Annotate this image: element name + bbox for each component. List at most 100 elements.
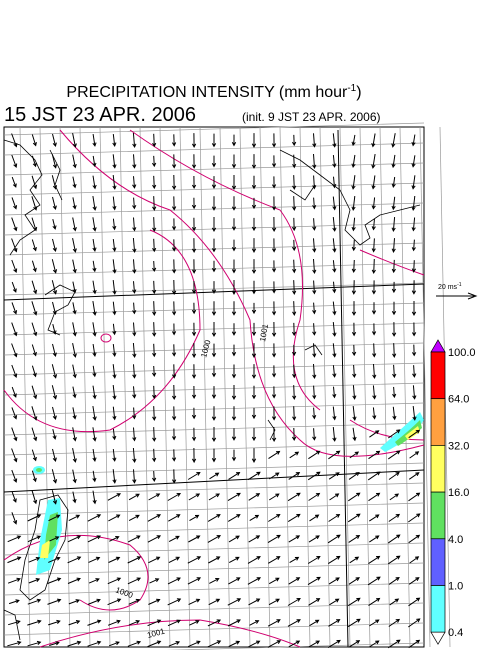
colorbar-segment	[430, 538, 446, 586]
wind-arrow	[231, 301, 237, 316]
wind-arrow	[132, 176, 137, 189]
colorbar-label: 4.0	[448, 534, 463, 546]
wind-arrow	[352, 427, 357, 442]
wind-arrow	[191, 364, 197, 379]
wind-arrow	[289, 451, 300, 459]
wind-arrow	[72, 469, 77, 484]
wind-arrow	[31, 134, 37, 147]
wind-arrow	[112, 196, 117, 211]
wind-arrow	[391, 281, 397, 294]
wind-scale-arrow	[436, 292, 478, 300]
wind-arrow	[187, 471, 201, 480]
wind-arrow	[171, 344, 177, 357]
wind-arrow	[27, 514, 42, 522]
wind-arrow	[11, 176, 17, 188]
wind-arrow	[387, 639, 401, 649]
wind-arrow	[128, 493, 140, 501]
wind-arrow	[51, 154, 58, 169]
wind-arrow	[228, 640, 241, 647]
wind-arrow	[388, 534, 401, 544]
wind-arrow	[231, 385, 237, 401]
wind-arrow	[292, 280, 297, 295]
grid-line	[239, 126, 251, 648]
wind-arrow	[147, 619, 162, 627]
wind-arrow	[312, 280, 317, 295]
wind-arrow	[312, 343, 317, 358]
wind-arrow	[332, 365, 337, 378]
wind-arrow	[271, 321, 277, 338]
wind-arrow	[371, 154, 376, 169]
wind-arrow	[289, 556, 300, 564]
wind-arrow	[152, 427, 157, 442]
wind-arrow	[52, 428, 57, 440]
wind-arrow	[211, 155, 217, 168]
grid-line	[259, 126, 271, 648]
wind-arrow	[292, 406, 297, 421]
wind-arrow	[391, 133, 396, 148]
wind-arrow	[227, 514, 241, 522]
wind-arrow	[351, 196, 356, 211]
wind-arrow	[332, 260, 337, 273]
grid-line	[419, 126, 431, 648]
precip-area	[380, 412, 424, 452]
wind-arrow	[308, 598, 321, 606]
wind-arrow	[328, 555, 341, 565]
wind-arrow	[67, 556, 82, 564]
wind-arrow	[292, 154, 297, 169]
wind-arrow	[171, 323, 177, 336]
wind-arrow	[48, 514, 61, 522]
wind-arrow	[292, 196, 297, 211]
wind-arrow	[291, 322, 297, 337]
wind-arrow	[171, 301, 177, 316]
wind-arrow	[312, 302, 317, 315]
wind-arrow	[152, 385, 157, 400]
domain-line	[337, 129, 349, 648]
wind-arrow	[11, 407, 18, 420]
colorbar-segment	[430, 398, 446, 446]
wind-scale-superscript: -1	[457, 282, 462, 288]
wind-arrow	[152, 301, 157, 316]
wind-arrow	[31, 217, 38, 232]
wind-arrow	[371, 197, 376, 210]
wind-arrow	[208, 556, 221, 564]
grid-line	[166, 642, 425, 650]
precip-area	[405, 426, 420, 440]
wind-arrow	[187, 577, 202, 585]
wind-arrow	[292, 364, 297, 379]
wind-arrow	[309, 514, 320, 522]
grid-line	[3, 602, 425, 616]
wind-arrow	[411, 134, 416, 147]
wind-arrow	[11, 197, 18, 210]
wind-arrow	[207, 640, 222, 648]
wind-arrow	[288, 535, 301, 543]
wind-arrow	[152, 280, 157, 295]
wind-arrow	[367, 576, 381, 586]
wind-arrow	[248, 535, 261, 543]
wind-arrow	[271, 155, 277, 168]
wind-arrow	[149, 578, 160, 584]
wind-arrow	[312, 258, 317, 275]
wind-arrow	[251, 154, 257, 169]
valid-time: 15 JST 23 APR. 2006	[4, 104, 196, 126]
wind-arrow	[171, 406, 177, 421]
wind-arrow	[112, 385, 117, 400]
wind-arrow	[328, 450, 341, 460]
wind-arrow	[391, 176, 396, 189]
wind-arrow	[369, 514, 380, 522]
wind-arrow	[132, 447, 137, 464]
wind-arrow	[148, 493, 161, 501]
wind-arrow	[271, 281, 277, 294]
wind-arrow	[167, 492, 182, 501]
wind-arrow	[228, 472, 241, 480]
wind-arrow	[72, 364, 77, 379]
grid-line	[399, 126, 411, 648]
wind-arrow	[392, 386, 397, 399]
wind-arrow	[412, 406, 417, 421]
wind-arrow	[92, 449, 97, 462]
grid-line	[99, 126, 111, 648]
isobar	[100, 333, 112, 343]
wind-arrow	[132, 427, 137, 442]
wind-arrow	[251, 280, 257, 295]
wind-arrow	[352, 406, 357, 421]
wind-arrow	[367, 471, 381, 481]
